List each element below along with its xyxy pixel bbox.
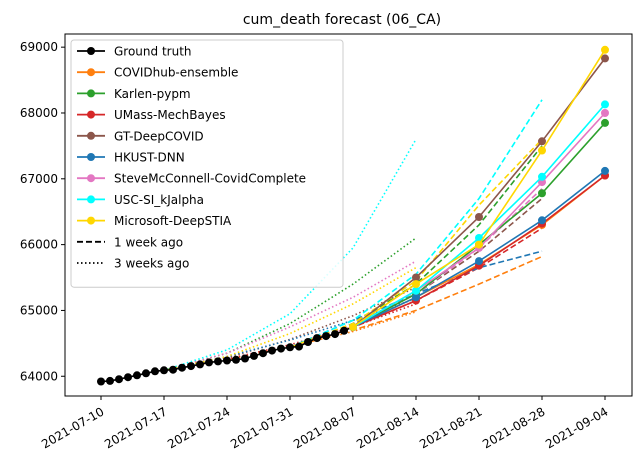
legend: Ground truth COVIDhub-ensemble Karlen-pypm… bbox=[70, 39, 344, 288]
ground-truth-point bbox=[268, 346, 276, 355]
forecast-1wk-COVIDhub-ensemble bbox=[289, 255, 543, 349]
ground-truth-point bbox=[214, 357, 222, 366]
ground-truth-point bbox=[277, 344, 285, 353]
legend-label: 3 weeks ago bbox=[114, 257, 189, 271]
legend-box bbox=[70, 39, 344, 288]
forecast-point-Karlen-pypm bbox=[601, 118, 609, 127]
forecast-point-Microsoft-DeepSTIA bbox=[601, 45, 609, 54]
legend-marker bbox=[87, 68, 95, 77]
ground-truth-point bbox=[286, 343, 294, 352]
forecast-3wk-USC-SI_kJalpha bbox=[163, 138, 417, 372]
legend-label: 1 week ago bbox=[114, 235, 183, 249]
ground-truth-point bbox=[322, 332, 330, 341]
forecast-point-USC-SI_kJalpha bbox=[538, 172, 546, 181]
forecast-point-SteveMcConnell-CovidComplete bbox=[601, 109, 609, 117]
legend-marker bbox=[87, 110, 95, 119]
legend-marker bbox=[87, 131, 95, 140]
ground-truth-point bbox=[331, 330, 339, 339]
legend-label: COVIDhub-ensemble bbox=[114, 66, 238, 80]
forecast-point-GT-DeepCOVID bbox=[601, 54, 609, 63]
ground-truth-point bbox=[124, 373, 132, 382]
forecast-point-Microsoft-DeepSTIA bbox=[475, 240, 483, 249]
forecast-point-GT-DeepCOVID bbox=[475, 213, 483, 221]
forecast-point-HKUST-DNN bbox=[412, 293, 420, 302]
ground-truth-point bbox=[259, 349, 267, 358]
ground-truth-point bbox=[178, 363, 186, 372]
legend-label: Microsoft-DeepSTIA bbox=[114, 214, 232, 228]
ground-truth-point bbox=[160, 366, 168, 375]
ground-truth-point bbox=[205, 358, 213, 367]
forecast-point-Microsoft-DeepSTIA bbox=[412, 280, 420, 289]
ground-truth-point bbox=[304, 338, 312, 346]
y-tick-label: 67000 bbox=[20, 172, 58, 186]
y-axis: 64000 65000 66000 67000 68000 69000 bbox=[20, 40, 65, 383]
forecast-point-Microsoft-DeepSTIA bbox=[349, 322, 357, 331]
chart-title: cum_death forecast (06_CA) bbox=[243, 12, 441, 28]
ground-truth-point bbox=[196, 360, 204, 369]
y-tick-label: 64000 bbox=[20, 369, 58, 383]
forecast-point-GT-DeepCOVID bbox=[412, 273, 420, 282]
ground-truth-point bbox=[340, 326, 348, 335]
forecast-point-USC-SI_kJalpha bbox=[412, 286, 420, 295]
ground-truth-point bbox=[151, 367, 159, 376]
legend-label: HKUST-DNN bbox=[114, 151, 185, 165]
ground-truth-point bbox=[169, 365, 177, 374]
plot-area bbox=[97, 45, 609, 386]
ground-truth-point bbox=[187, 362, 195, 371]
legend-label: Karlen-pypm bbox=[114, 87, 191, 101]
forecast-3wk-GT-DeepCOVID bbox=[163, 286, 417, 372]
forecast-1wk-UMass-MechBayes bbox=[289, 227, 543, 349]
ground-truth-point bbox=[223, 356, 231, 365]
ground-truth-point bbox=[106, 376, 114, 385]
forecast-1wk-Karlen-pypm bbox=[289, 145, 543, 349]
y-tick-label: 66000 bbox=[20, 238, 58, 252]
ground-truth-point bbox=[142, 369, 150, 378]
y-tick-label: 69000 bbox=[20, 40, 58, 54]
forecast-point-HKUST-DNN bbox=[601, 166, 609, 175]
legend-label: USC-SI_kJalpha bbox=[114, 193, 204, 207]
ground-truth-point bbox=[232, 355, 240, 364]
legend-marker bbox=[87, 47, 95, 55]
legend-marker bbox=[87, 89, 95, 98]
forecast-1wk-Microsoft-DeepSTIA bbox=[289, 138, 543, 349]
legend-marker bbox=[87, 195, 95, 204]
ground-truth-point bbox=[250, 351, 258, 360]
legend-label: Ground truth bbox=[114, 45, 192, 59]
legend-label: SteveMcConnell-CovidComplete bbox=[114, 172, 306, 186]
ground-truth-point bbox=[241, 354, 249, 363]
forecast-point-HKUST-DNN bbox=[475, 257, 483, 266]
legend-marker bbox=[87, 216, 95, 225]
forecast-point-Microsoft-DeepSTIA bbox=[538, 146, 546, 155]
ground-truth-point bbox=[295, 342, 303, 351]
legend-label: GT-DeepCOVID bbox=[114, 129, 204, 143]
legend-label: UMass-MechBayes bbox=[114, 108, 226, 122]
axes-frame bbox=[64, 33, 633, 397]
ground-truth-point bbox=[97, 377, 105, 386]
ground-truth-point bbox=[115, 375, 123, 384]
forecast-point-GT-DeepCOVID bbox=[538, 137, 546, 146]
forecast-point-HKUST-DNN bbox=[538, 216, 546, 225]
y-tick-label: 68000 bbox=[20, 106, 58, 120]
y-tick-label: 65000 bbox=[20, 303, 58, 317]
forecast-point-USC-SI_kJalpha bbox=[601, 100, 609, 109]
legend-marker bbox=[87, 153, 95, 161]
legend-marker bbox=[87, 174, 95, 183]
forecast-point-Karlen-pypm bbox=[538, 189, 546, 198]
forecast-3wk-Microsoft-DeepSTIA bbox=[163, 267, 417, 372]
ground-truth-point bbox=[313, 334, 321, 343]
forecast-point-USC-SI_kJalpha bbox=[475, 234, 483, 242]
ground-truth-point bbox=[133, 371, 141, 380]
